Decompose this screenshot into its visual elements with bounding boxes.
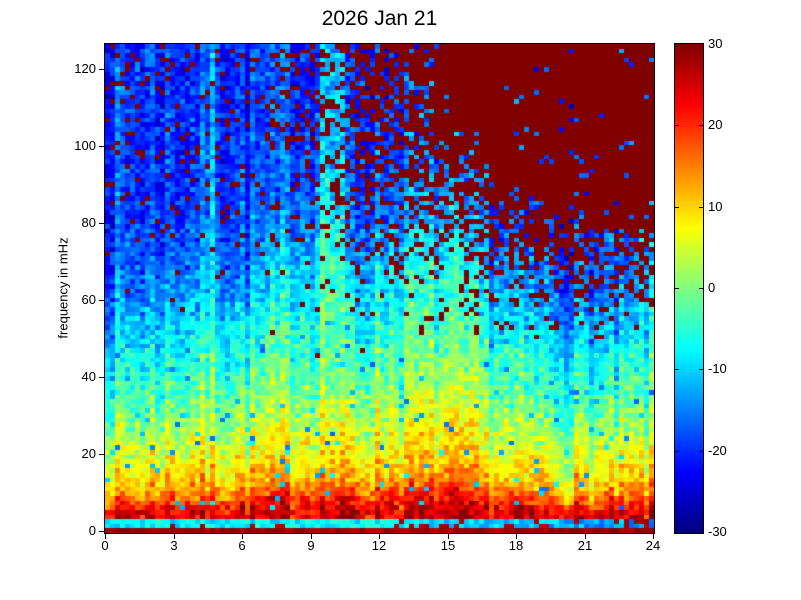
x-tick-label: 12: [371, 538, 387, 553]
colorbar-tick-mark: [699, 369, 703, 370]
colorbar-tick-mark: [675, 288, 679, 289]
x-tick-label: 18: [508, 538, 524, 553]
x-tick-mark: [105, 534, 106, 539]
x-tick-mark: [379, 534, 380, 539]
colorbar-tick-label: -30: [708, 524, 727, 539]
x-tick-mark: [311, 534, 312, 539]
colorbar-tick-label: 0: [708, 280, 716, 295]
y-axis-label: frequency in mHz: [55, 237, 71, 339]
y-tick-mark: [99, 69, 104, 70]
colorbar-tick-mark: [675, 451, 679, 452]
colorbar-tick-label: 20: [708, 117, 723, 132]
x-tick-mark: [174, 534, 175, 539]
y-tick-label: 100: [74, 138, 96, 153]
colorbar: [675, 44, 703, 533]
colorbar-tick-mark: [675, 207, 679, 208]
y-tick-mark: [99, 146, 104, 147]
x-tick-label: 0: [101, 538, 109, 553]
colorbar-border: [674, 43, 704, 534]
y-tick-mark: [99, 223, 104, 224]
colorbar-tick-mark: [699, 451, 703, 452]
x-tick-mark: [448, 534, 449, 539]
x-tick-label: 15: [440, 538, 456, 553]
x-tick-label: 3: [170, 538, 178, 553]
x-tick-label: 24: [645, 538, 661, 553]
y-tick-mark: [99, 300, 104, 301]
colorbar-tick-mark: [699, 125, 703, 126]
colorbar-tick-mark: [675, 369, 679, 370]
colorbar-tick-label: -20: [708, 443, 727, 458]
y-tick-mark: [99, 377, 104, 378]
y-tick-label: 80: [81, 215, 96, 230]
colorbar-tick-label: -10: [708, 361, 727, 376]
x-tick-label: 6: [238, 538, 246, 553]
x-tick-mark: [242, 534, 243, 539]
x-tick-mark: [516, 534, 517, 539]
x-tick-mark: [585, 534, 586, 539]
colorbar-tick-mark: [699, 288, 703, 289]
y-tick-label: 40: [81, 369, 96, 384]
colorbar-tick-label: 10: [708, 199, 723, 214]
y-tick-label: 0: [88, 523, 96, 538]
y-tick-mark: [99, 454, 104, 455]
y-tick-label: 120: [74, 61, 96, 76]
chart-title: 2026 Jan 21: [321, 7, 438, 30]
x-tick-mark: [653, 534, 654, 539]
x-tick-label: 9: [307, 538, 315, 553]
colorbar-tick-mark: [699, 207, 703, 208]
colorbar-tick-label: 30: [708, 36, 723, 51]
y-tick-label: 60: [81, 292, 96, 307]
colorbar-tick-mark: [675, 125, 679, 126]
spectrogram-heatmap: [105, 44, 654, 533]
y-tick-label: 20: [81, 446, 96, 461]
y-tick-mark: [99, 531, 104, 532]
plot-border: [104, 43, 655, 534]
x-tick-label: 21: [577, 538, 593, 553]
